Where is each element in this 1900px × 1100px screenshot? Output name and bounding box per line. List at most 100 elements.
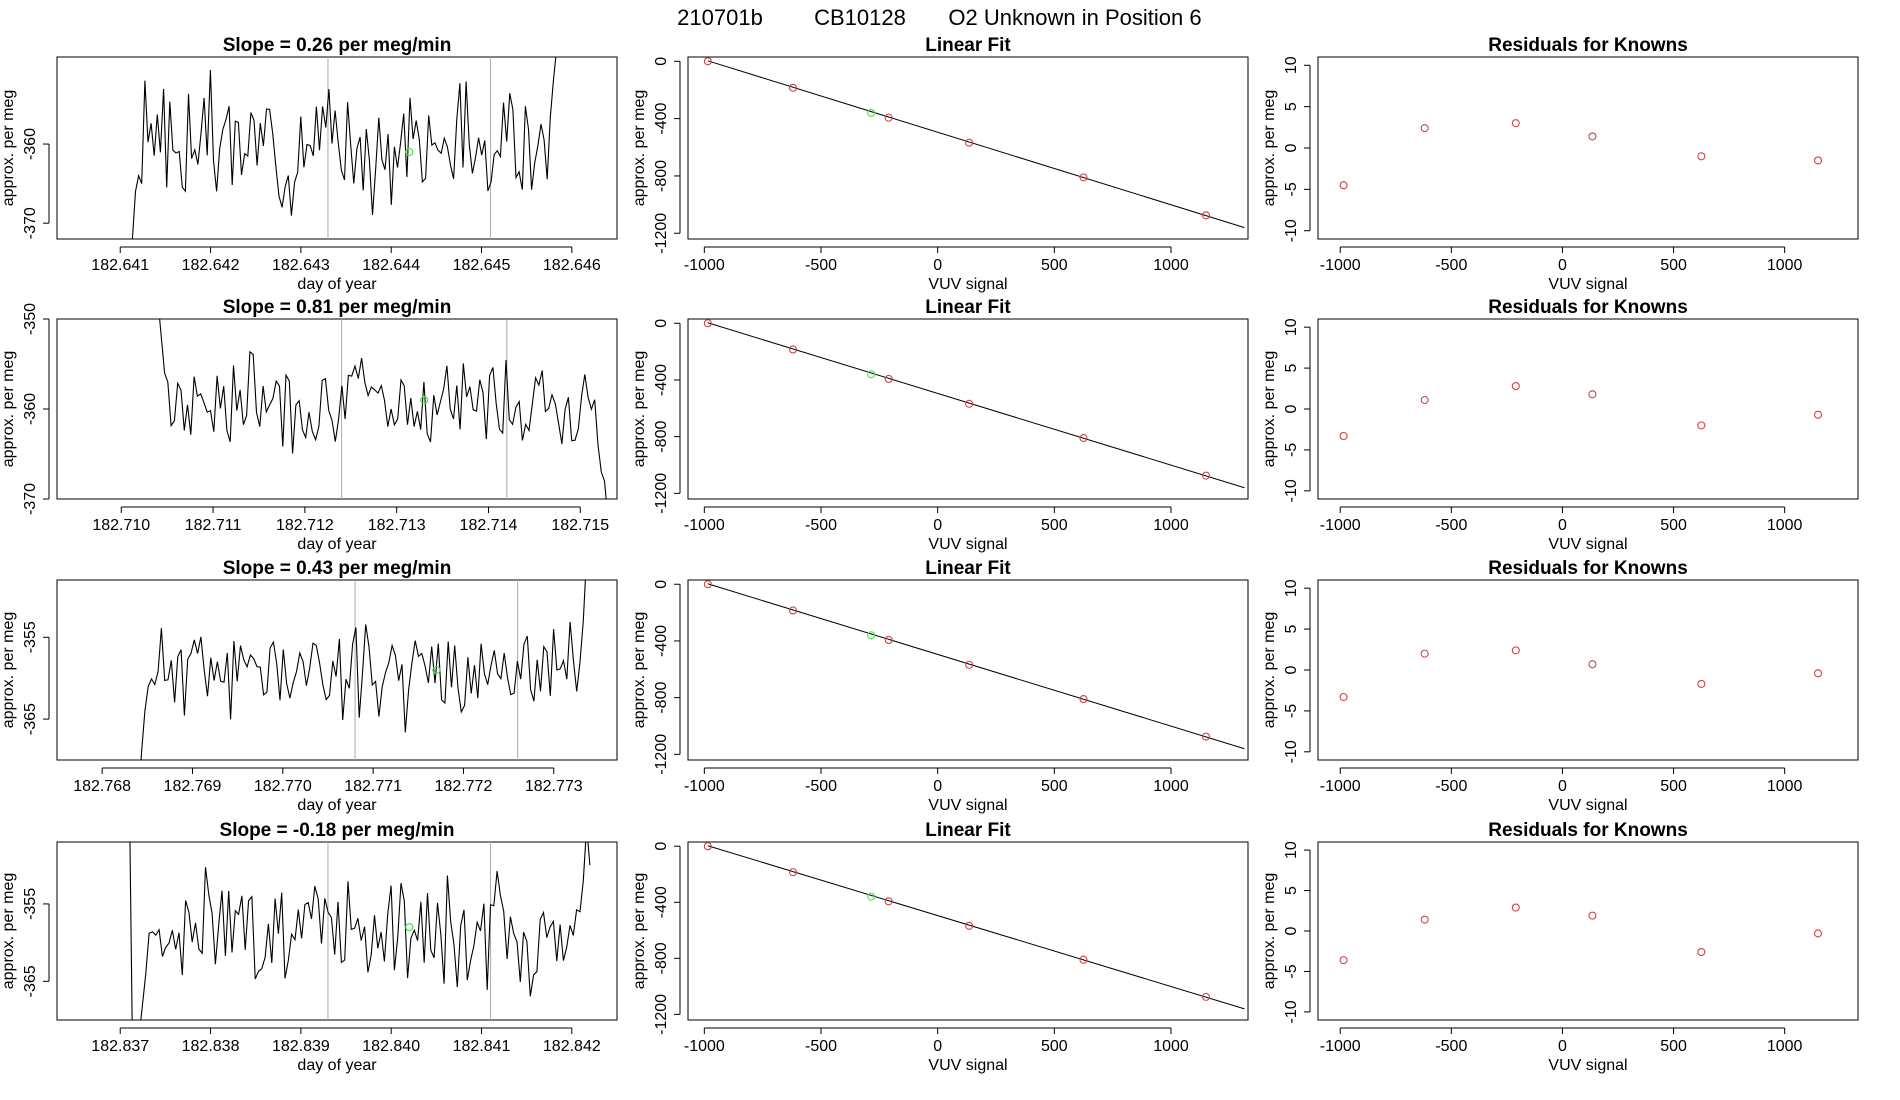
known-point xyxy=(1079,434,1088,443)
unknown-point xyxy=(867,892,876,901)
x-tick-label: 182.714 xyxy=(460,517,518,534)
y-tick-label: 5 xyxy=(1283,102,1300,111)
x-tick-label: 182.644 xyxy=(362,257,420,274)
residual-point xyxy=(1588,132,1597,141)
known-point xyxy=(965,660,974,669)
y-tick-label: -350 xyxy=(22,303,39,335)
x-tick-label: -500 xyxy=(805,257,837,274)
unknown-mean-point xyxy=(420,395,429,405)
y-axis-label: approx. per meg xyxy=(0,873,17,990)
fit-4-panel: Linear Fit -1000 -500 0 500 1000 VUV signal 0 -4… xyxy=(631,820,1249,1074)
x-axis-label: VUV signal xyxy=(1548,276,1627,293)
known-point xyxy=(1201,471,1211,480)
x-tick-label: -1000 xyxy=(1320,257,1361,274)
panel-title: Slope = 0.26 per meg/min xyxy=(223,35,452,56)
y-tick-label: -1200 xyxy=(653,734,670,775)
x-tick-label: 500 xyxy=(1660,257,1687,274)
y-tick-label: -10 xyxy=(1283,219,1300,242)
known-point xyxy=(1201,992,1211,1001)
fit-2-panel: Linear Fit -1000 -500 0 500 1000 VUV signal 0 -4… xyxy=(631,297,1249,553)
x-tick-label: 182.768 xyxy=(73,778,131,795)
x-tick-label: 500 xyxy=(1660,517,1687,534)
y-tick-label: -10 xyxy=(1283,1000,1300,1023)
residual-point xyxy=(1697,947,1706,957)
y-tick-label: -800 xyxy=(653,682,670,714)
y-tick-label: -355 xyxy=(22,621,39,653)
resid-3-panel: Residuals for Knowns -1000 -500 0 500 1000 VUV… xyxy=(1261,558,1859,814)
y-axis-label: approx. per meg xyxy=(0,351,17,468)
residual-point xyxy=(1813,410,1823,419)
residual-point xyxy=(1511,382,1520,391)
residual-point xyxy=(1511,646,1520,655)
residual-point xyxy=(1420,915,1429,924)
panel-title: Linear Fit xyxy=(925,35,1011,56)
x-tick-label: 182.839 xyxy=(272,1038,330,1055)
fit-line xyxy=(707,845,1245,1010)
drift-3-panel: Slope = 0.43 per meg/min 182.768 182.769 18… xyxy=(0,558,618,814)
title-description: O2 Unknown in Position 6 xyxy=(948,5,1201,30)
x-tick-label: 0 xyxy=(1558,517,1567,534)
y-axis-label: approx. per meg xyxy=(1261,612,1278,729)
known-point xyxy=(884,374,893,384)
x-axis-label: VUV signal xyxy=(928,276,1007,293)
x-axis-label: VUV signal xyxy=(928,1057,1007,1074)
x-tick-label: 0 xyxy=(1558,257,1567,274)
x-axis-label: day of year xyxy=(297,1057,377,1074)
known-point xyxy=(1201,211,1211,220)
fit-line xyxy=(707,583,1245,750)
y-tick-label: -370 xyxy=(22,483,39,515)
plot-frame xyxy=(56,841,618,1021)
x-tick-label: -1000 xyxy=(1320,517,1361,534)
x-tick-label: 500 xyxy=(1041,517,1068,534)
y-axis-label: approx. per meg xyxy=(0,90,17,207)
x-axis-label: day of year xyxy=(297,536,377,553)
y-tick-label: 0 xyxy=(653,319,670,328)
residual-point xyxy=(1511,119,1520,128)
x-axis-label: day of year xyxy=(297,797,377,814)
drift-2-panel: Slope = 0.81 per meg/min 182.710 182.711 18… xyxy=(0,297,618,553)
plot-frame xyxy=(687,56,1249,240)
residual-point xyxy=(1420,649,1429,658)
x-tick-label: 1000 xyxy=(1767,1038,1803,1055)
x-tick-label: 182.645 xyxy=(453,257,511,274)
x-tick-label: -500 xyxy=(805,778,837,795)
plot-frame xyxy=(56,579,618,761)
x-axis-label: VUV signal xyxy=(1548,536,1627,553)
y-tick-label: -1200 xyxy=(653,213,670,254)
fit-line xyxy=(707,322,1245,489)
plot-frame xyxy=(1317,579,1859,761)
panel-title: Residuals for Knowns xyxy=(1488,35,1688,56)
unknown-point xyxy=(867,631,876,640)
y-axis-label: approx. per meg xyxy=(1261,90,1278,207)
residual-point xyxy=(1588,390,1597,399)
y-tick-label: -800 xyxy=(653,421,670,453)
x-tick-label: 500 xyxy=(1041,257,1068,274)
x-tick-label: 0 xyxy=(933,778,942,795)
plot-frame xyxy=(56,56,618,240)
y-tick-label: 10 xyxy=(1283,841,1300,859)
x-tick-label: 182.713 xyxy=(368,517,426,534)
x-axis-label: day of year xyxy=(297,276,377,293)
known-point xyxy=(788,606,798,615)
x-tick-label: 1000 xyxy=(1767,778,1803,795)
x-tick-label: 0 xyxy=(1558,1038,1567,1055)
y-tick-label: -400 xyxy=(653,103,670,135)
x-tick-label: -1000 xyxy=(1320,778,1361,795)
y-axis-label: approx. per meg xyxy=(631,873,648,990)
x-tick-label: 182.646 xyxy=(543,257,601,274)
x-tick-label: -1000 xyxy=(684,1038,725,1055)
x-tick-label: 182.842 xyxy=(543,1038,601,1055)
y-tick-label: 0 xyxy=(1283,143,1300,152)
y-tick-label: 10 xyxy=(1283,318,1300,336)
y-tick-label: -10 xyxy=(1283,740,1300,763)
x-tick-label: 1000 xyxy=(1767,517,1803,534)
drift-1-panel: Slope = 0.26 per meg/min 182.641 182.642 18… xyxy=(0,35,618,293)
x-tick-label: -1000 xyxy=(684,257,725,274)
x-tick-label: 0 xyxy=(933,257,942,274)
x-tick-label: -1000 xyxy=(684,778,725,795)
x-tick-label: 182.837 xyxy=(91,1038,149,1055)
x-tick-label: 500 xyxy=(1660,778,1687,795)
y-tick-label: -400 xyxy=(653,625,670,657)
known-point xyxy=(788,345,798,354)
